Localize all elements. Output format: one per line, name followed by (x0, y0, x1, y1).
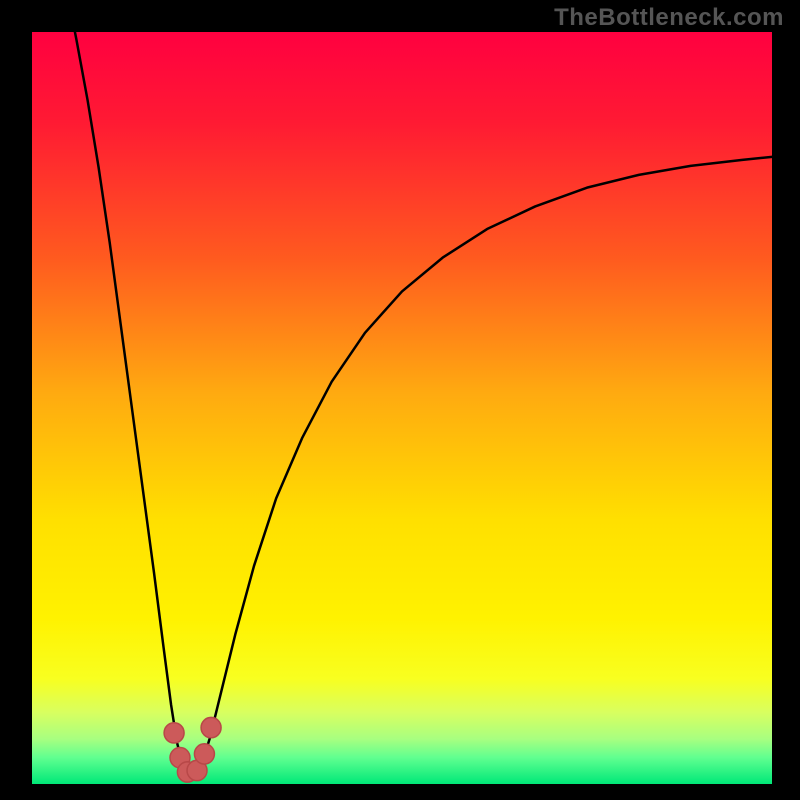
marker-point (201, 717, 221, 737)
chart-frame: TheBottleneck.com (0, 0, 800, 800)
marker-group (164, 717, 221, 782)
curve-layer (32, 32, 772, 784)
watermark-text: TheBottleneck.com (554, 4, 784, 32)
plot-area (32, 32, 772, 784)
bottleneck-curve (69, 32, 772, 778)
marker-point (164, 723, 184, 743)
marker-point (194, 744, 214, 764)
